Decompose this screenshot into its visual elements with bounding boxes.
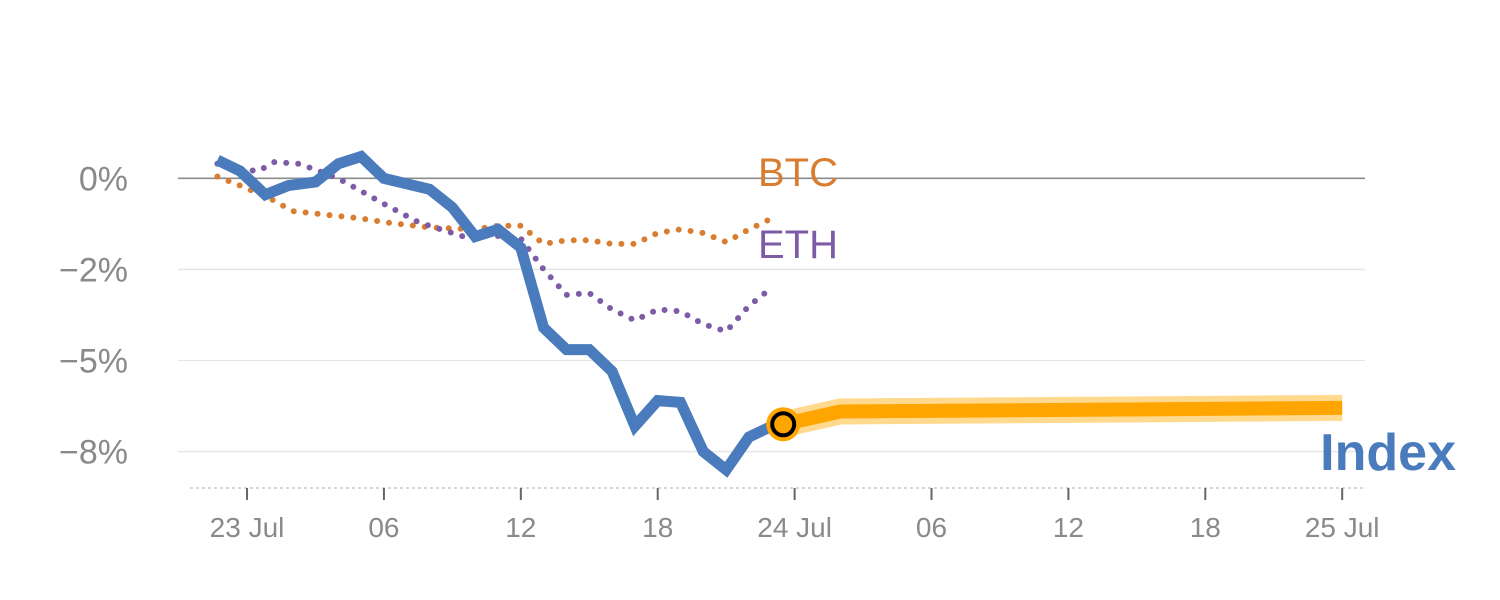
x-tick-label: 12 [505, 512, 536, 543]
x-tick-label: 18 [1190, 512, 1221, 543]
forecast-line [781, 400, 1343, 432]
label-layer: BTC ETH Index [758, 151, 1456, 482]
x-tick-label: 25 Jul [1305, 512, 1380, 543]
y-tick-label: −5% [59, 343, 128, 381]
x-tick-label: 06 [916, 512, 947, 543]
current-value-marker [770, 411, 797, 438]
index-series-label: Index [1320, 424, 1456, 482]
grid-layer [178, 177, 1365, 453]
btc-series-line [214, 173, 775, 247]
y-tick-label: −8% [59, 434, 128, 472]
btc-series-label: BTC [758, 151, 838, 195]
eth-series-line [214, 159, 775, 335]
x-tick-label: 18 [642, 512, 673, 543]
index-series-line [215, 150, 775, 478]
x-tick-label: 06 [368, 512, 399, 543]
series-layer [214, 150, 775, 478]
eth-series-label: ETH [758, 223, 838, 267]
x-tick-label: 23 Jul [210, 512, 285, 543]
y-tick-label: −2% [59, 251, 128, 289]
x-tick-label: 24 Jul [757, 512, 832, 543]
forecast-layer [766, 394, 1343, 442]
axis-layer: 0% −2% −5% −8% 23 Jul 06 12 18 24 Jul 06 12 18 25 Ju… [59, 160, 1380, 543]
y-tick-label: 0% [79, 160, 128, 198]
x-tick-label: 12 [1053, 512, 1084, 543]
